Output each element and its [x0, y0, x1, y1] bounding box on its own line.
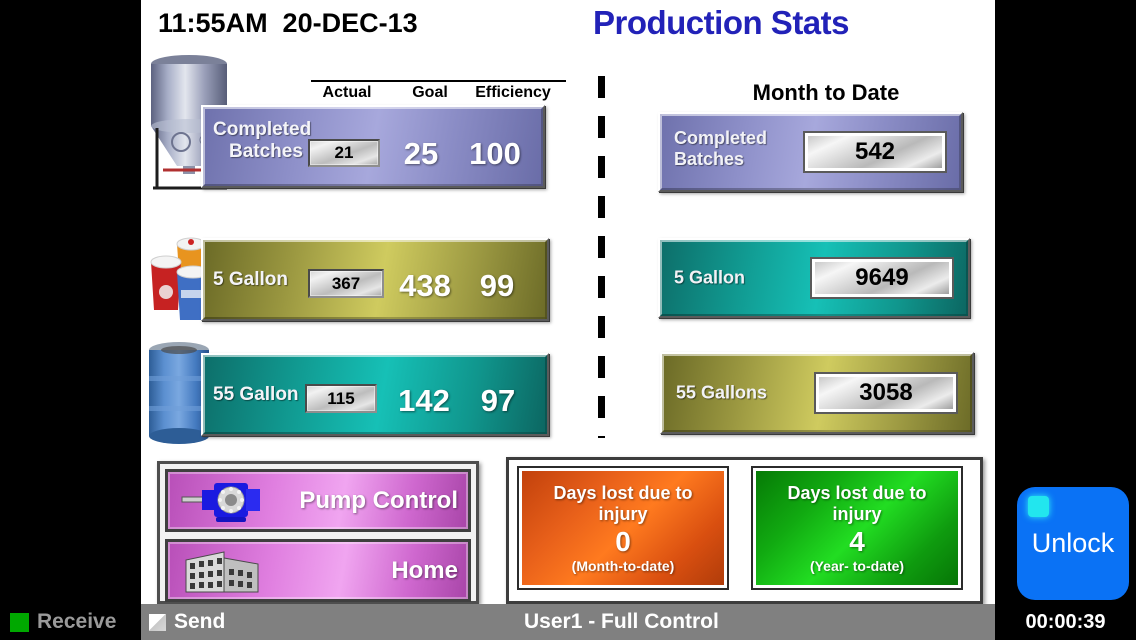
- content-canvas: 11:55AM 20-DEC-13 Production Stats Actua…: [141, 0, 995, 604]
- nav-button-home[interactable]: Home: [165, 539, 471, 602]
- column-header-actual: Actual: [322, 84, 372, 101]
- stat-label: 55 Gallon: [213, 383, 299, 405]
- unlock-button[interactable]: Unlock: [1017, 487, 1129, 600]
- mtd-value: 9649: [855, 264, 909, 291]
- status-bar-right: 00:00:39: [995, 604, 1136, 640]
- mtd-row: Completed Batches 542: [658, 112, 963, 192]
- nav-button-label: Home: [391, 556, 458, 584]
- safety-tile-period: (Year- to-date): [809, 557, 905, 574]
- month-to-date-title: Month to Date: [752, 80, 900, 105]
- mtd-label: 5 Gallon: [674, 267, 746, 288]
- section-divider: [598, 76, 605, 438]
- user-status-label: User1 - Full Control: [524, 610, 719, 633]
- stat-goal-value: 142: [398, 383, 450, 418]
- nav-button-label: Pump Control: [299, 486, 458, 514]
- drum-icon: [149, 342, 209, 444]
- safety-tile-value: 4: [849, 525, 865, 557]
- nav-button-pump-control[interactable]: Pump Control: [165, 469, 471, 532]
- page-title: Production Stats: [592, 4, 850, 41]
- stat-efficiency-value: 100: [469, 136, 521, 171]
- stat-actual-readout[interactable]: 115: [305, 384, 377, 413]
- mtd-value: 3058: [859, 379, 913, 406]
- safety-tile-month-to-date[interactable]: Days lost due to injury 0 (Month-to-date…: [517, 466, 729, 590]
- stat-row: 55 Gallon 115 142 97: [201, 353, 549, 436]
- stat-goal-value: 25: [403, 136, 439, 171]
- column-header-goal: Goal: [412, 84, 448, 101]
- stat-label: Completed Batches: [213, 119, 312, 162]
- status-bar-left: Receive: [0, 604, 141, 640]
- mtd-row: 5 Gallon 9649: [658, 238, 970, 318]
- stat-actual-value: 115: [327, 388, 355, 408]
- unlock-button-label: Unlock: [1031, 528, 1115, 558]
- stat-row: Completed Batches 21 25 100: [201, 105, 545, 188]
- send-label: Send: [174, 610, 226, 633]
- unlock-status-led: [1028, 496, 1049, 517]
- stat-efficiency-value: 99: [479, 268, 515, 303]
- mtd-value: 542: [854, 138, 896, 165]
- safety-tile-title: Days lost due to injury: [787, 482, 927, 524]
- safety-panel: Days lost due to injury 0 (Month-to-date…: [506, 457, 983, 604]
- stat-row: 5 Gallon 367 438 99: [201, 238, 549, 321]
- mtd-label: Completed Batches: [674, 128, 768, 169]
- stat-efficiency-value: 97: [480, 383, 516, 418]
- stat-goal-value: 438: [399, 268, 451, 303]
- clock-display: 11:55AM 20-DEC-13: [158, 8, 418, 38]
- safety-tile-title: Days lost due to injury: [553, 482, 693, 524]
- mtd-label: 55 Gallons: [676, 382, 768, 403]
- stat-label: 5 Gallon: [213, 268, 288, 290]
- session-timer: 00:00:39: [1025, 610, 1106, 633]
- mtd-readout[interactable]: 542: [803, 131, 947, 173]
- column-header-rule: [311, 80, 566, 82]
- pump-icon: [181, 482, 260, 522]
- stat-actual-value: 21: [334, 143, 354, 162]
- navigation-panel: Pump Control: [157, 461, 479, 604]
- mtd-row: 55 Gallons 3058: [660, 352, 974, 434]
- safety-tile-year-to-date[interactable]: Days lost due to injury 4 (Year- to-date…: [751, 466, 963, 590]
- send-led-icon: [149, 613, 166, 631]
- mtd-readout[interactable]: 9649: [810, 257, 954, 299]
- stat-actual-readout[interactable]: 367: [308, 269, 384, 298]
- stat-actual-readout[interactable]: 21: [308, 139, 380, 167]
- mtd-readout[interactable]: 3058: [814, 372, 958, 414]
- receive-label: Receive: [37, 610, 117, 633]
- safety-tile-value: 0: [615, 525, 631, 557]
- receive-led-icon: [10, 612, 29, 632]
- status-bar-middle: Send User1 - Full Control: [141, 604, 995, 640]
- safety-tile-period: (Month-to-date): [571, 557, 675, 574]
- building-icon: [185, 550, 259, 592]
- column-header-efficiency: Efficiency: [475, 84, 551, 101]
- stat-actual-value: 367: [331, 273, 361, 293]
- status-bar: Receive Send User1 - Full Control 00:00:…: [0, 604, 1136, 640]
